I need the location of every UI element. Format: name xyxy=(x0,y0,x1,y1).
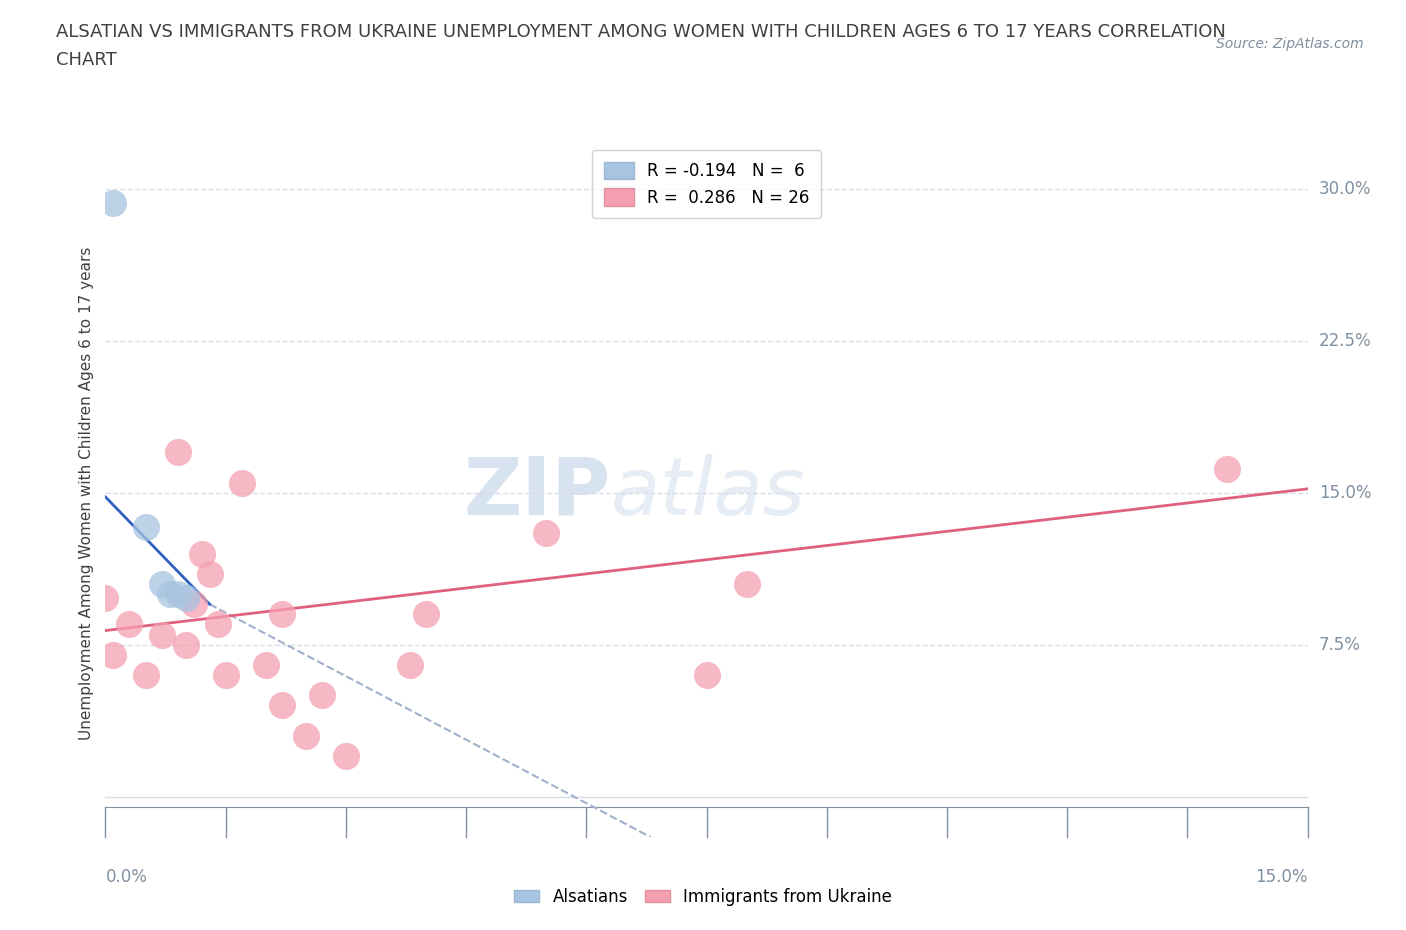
Point xyxy=(198,566,221,581)
Point xyxy=(94,591,117,605)
Point xyxy=(735,577,758,591)
Text: ALSATIAN VS IMMIGRANTS FROM UKRAINE UNEMPLOYMENT AMONG WOMEN WITH CHILDREN AGES : ALSATIAN VS IMMIGRANTS FROM UKRAINE UNEM… xyxy=(56,23,1226,41)
Point xyxy=(270,607,292,622)
Point xyxy=(103,647,125,662)
Point xyxy=(311,688,333,703)
Point xyxy=(150,577,173,591)
Point xyxy=(174,591,197,605)
Point xyxy=(295,728,318,743)
Point xyxy=(254,658,277,672)
Point xyxy=(415,607,437,622)
Legend: R = -0.194   N =  6, R =  0.286   N = 26: R = -0.194 N = 6, R = 0.286 N = 26 xyxy=(592,151,821,219)
Point xyxy=(135,520,157,535)
Point xyxy=(190,546,212,561)
Text: CHART: CHART xyxy=(56,51,117,69)
Legend: Alsatians, Immigrants from Ukraine: Alsatians, Immigrants from Ukraine xyxy=(508,881,898,912)
Point xyxy=(166,445,188,459)
Point xyxy=(1216,461,1239,476)
Text: 7.5%: 7.5% xyxy=(1319,636,1361,654)
Text: ZIP: ZIP xyxy=(463,454,610,532)
Point xyxy=(103,196,125,211)
Point xyxy=(214,668,236,683)
Point xyxy=(174,637,197,652)
Point xyxy=(231,475,253,490)
Text: 15.0%: 15.0% xyxy=(1319,484,1371,502)
Point xyxy=(150,627,173,642)
Point xyxy=(696,668,718,683)
Point xyxy=(399,658,422,672)
Text: Source: ZipAtlas.com: Source: ZipAtlas.com xyxy=(1216,37,1364,51)
Point xyxy=(135,668,157,683)
Point xyxy=(159,587,181,602)
Text: 0.0%: 0.0% xyxy=(105,868,148,885)
Point xyxy=(270,698,292,713)
Text: 22.5%: 22.5% xyxy=(1319,332,1371,350)
Point xyxy=(207,617,229,631)
Text: atlas: atlas xyxy=(610,454,806,532)
Point xyxy=(183,597,205,612)
Point xyxy=(335,749,357,764)
Point xyxy=(534,526,557,541)
Point xyxy=(166,587,188,602)
Text: 15.0%: 15.0% xyxy=(1256,868,1308,885)
Point xyxy=(118,617,141,631)
Text: 30.0%: 30.0% xyxy=(1319,180,1371,198)
Y-axis label: Unemployment Among Women with Children Ages 6 to 17 years: Unemployment Among Women with Children A… xyxy=(79,246,94,739)
